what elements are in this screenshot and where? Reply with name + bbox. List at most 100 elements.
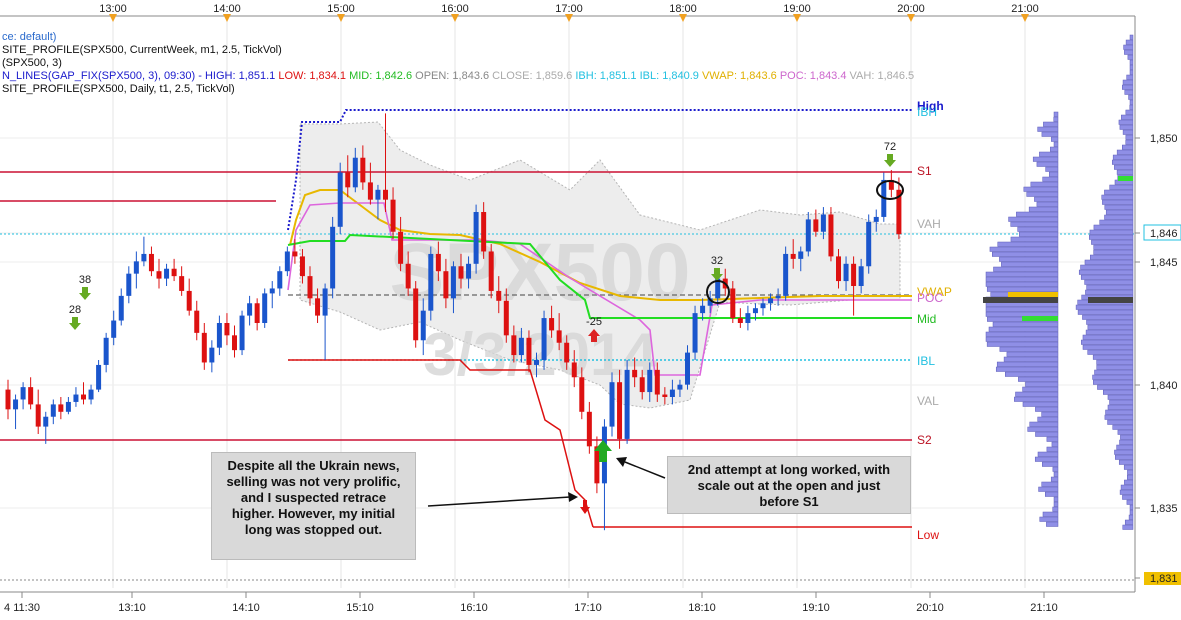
profile-bar-weekly [1107, 394, 1134, 400]
legend-part: HIGH: 1,851.1 [202, 70, 275, 82]
candle-body [873, 216, 879, 222]
price-tick: 1,850 [1150, 133, 1178, 145]
profile-bar-daily [996, 361, 1059, 367]
profile-bar-daily [1027, 426, 1059, 432]
annotation-box-2: 2nd attempt at long worked, with scale o… [667, 456, 911, 514]
profile-bar-weekly [1094, 369, 1134, 375]
profile-bar-weekly [1093, 379, 1134, 385]
profile-bar-weekly [1085, 289, 1134, 295]
candle-body [775, 295, 781, 299]
candle-body [888, 179, 894, 190]
candle-body [496, 290, 502, 301]
level-label: POC [917, 291, 943, 305]
profile-bar-weekly [1127, 54, 1134, 60]
profile-bar-weekly [1124, 519, 1134, 525]
profile-bar-daily [1048, 171, 1059, 177]
candle-body [284, 251, 290, 272]
candle-body [164, 268, 170, 279]
candle-body [201, 332, 207, 363]
profile-bar-daily [992, 321, 1059, 327]
price-highlight [1143, 224, 1181, 241]
candle-body [549, 318, 555, 331]
profile-bar-weekly [1082, 344, 1134, 350]
level-label: VWAP [917, 285, 952, 299]
candle-body [745, 313, 751, 323]
profile-bar-weekly [1121, 114, 1134, 120]
level-label: VAL [917, 394, 939, 408]
legend-row: SITE_PROFILE(SPX500, CurrentWeek, m1, 2.… [2, 44, 282, 56]
value-area-band [299, 121, 901, 409]
candle-body [858, 266, 864, 286]
candle-body [307, 276, 313, 299]
top-axis-bg [0, 0, 1181, 16]
candle-body [617, 382, 623, 439]
profile-bar-weekly [1087, 324, 1134, 330]
stop-arrow [580, 500, 590, 514]
candle-body [88, 389, 94, 400]
profile-bar-daily [1029, 421, 1059, 427]
annotation-arrow-1 [427, 496, 571, 507]
profile-bar-weekly [1128, 94, 1134, 100]
candle-body [126, 273, 132, 296]
candle-body [458, 266, 464, 279]
candle-body [556, 330, 562, 343]
candle-body [428, 253, 434, 311]
profile-bar-weekly [1104, 414, 1134, 420]
bottom-time-tick: 19:10 [802, 602, 830, 614]
profile-bar-daily [1025, 381, 1059, 387]
candle-body [564, 342, 570, 363]
candle-body [96, 364, 102, 390]
profile-bar-weekly [1103, 389, 1134, 395]
profile-mid-bar [1022, 316, 1058, 321]
profile-bar-daily [1038, 486, 1059, 492]
candle-body [851, 263, 857, 286]
annotation-box-1: Despite all the Ukrain news, selling was… [211, 452, 416, 560]
profile-bar-weekly [1092, 354, 1134, 360]
profile-weekly-poc [1088, 297, 1133, 303]
profile-bar-daily [1045, 491, 1059, 497]
profile-bar-weekly [1093, 249, 1134, 255]
candle-body [632, 369, 638, 378]
profile-bar-weekly [1125, 109, 1134, 115]
candle-body [692, 313, 698, 353]
profile-bar-daily [988, 326, 1059, 332]
legend: ce: default)SITE_PROFILE(SPX500, Current… [2, 31, 914, 95]
profile-bar-daily [1053, 111, 1059, 117]
candle-body [609, 382, 615, 427]
profile-bar-daily [1001, 261, 1059, 267]
profile-bar-daily [1046, 446, 1059, 452]
candle-body [65, 401, 71, 412]
profile-poc-bar [983, 297, 1058, 303]
level-label: VAH [917, 217, 941, 231]
level-label: Low [917, 528, 939, 542]
candle-body [315, 298, 321, 316]
candle-body [186, 290, 192, 311]
marker-arrow-down [711, 268, 723, 281]
profile-bar-daily [1052, 466, 1059, 472]
exit-circle [876, 180, 904, 200]
candle-body [171, 268, 177, 277]
profile-bar-daily [986, 286, 1059, 292]
candle-body [405, 263, 411, 289]
candle-body [247, 303, 253, 316]
profile-bar-weekly [1122, 524, 1134, 530]
profile-bar-weekly [1084, 279, 1134, 285]
candle-body [707, 298, 713, 306]
marker-label: 38 [79, 274, 91, 286]
profile-bar-weekly [1112, 154, 1134, 160]
price-tick: 1,840 [1150, 380, 1178, 392]
session-marker-icon [223, 14, 231, 22]
profile-bar-daily [1045, 166, 1059, 172]
candles [5, 113, 902, 531]
profile-bar-weekly [1093, 224, 1134, 230]
profile-bar-daily [986, 341, 1059, 347]
profile-bar-weekly [1126, 499, 1134, 505]
candle-body [5, 389, 11, 410]
profile-bar-daily [1041, 131, 1059, 137]
profile-bar-weekly [1122, 494, 1134, 500]
profile-bar-weekly [1116, 444, 1134, 450]
profile-bar-weekly [1107, 419, 1134, 425]
profile-bar-weekly [1112, 159, 1134, 165]
session-marker-icon [907, 14, 915, 22]
profile-bar-daily [1019, 231, 1059, 237]
